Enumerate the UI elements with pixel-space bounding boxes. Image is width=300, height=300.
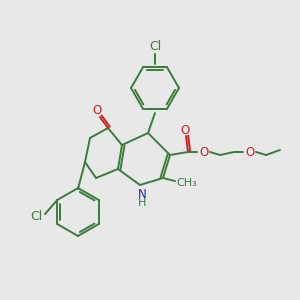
Text: O: O xyxy=(180,124,190,136)
Text: Cl: Cl xyxy=(149,40,161,53)
Text: O: O xyxy=(200,146,208,158)
Text: N: N xyxy=(138,188,146,202)
Text: O: O xyxy=(245,146,255,158)
Text: CH₃: CH₃ xyxy=(177,178,197,188)
Text: Cl: Cl xyxy=(30,209,42,223)
Text: H: H xyxy=(138,198,146,208)
Text: O: O xyxy=(92,104,102,118)
